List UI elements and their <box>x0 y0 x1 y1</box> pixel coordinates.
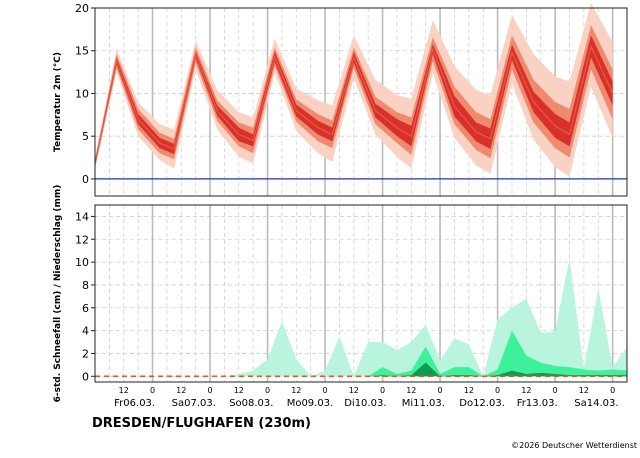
y-tick-label: 5 <box>82 130 89 143</box>
day-label: Mo09.03. <box>287 398 334 409</box>
hour-tick-label: 0 <box>265 386 270 395</box>
temp-inner-band <box>95 35 613 166</box>
hour-tick-label: 12 <box>176 386 186 395</box>
hour-tick-label: 0 <box>380 386 385 395</box>
day-label: So08.03. <box>229 398 273 409</box>
y-tick-label: 2 <box>82 347 89 360</box>
hour-tick-label: 12 <box>464 386 474 395</box>
hour-tick-label: 12 <box>234 386 244 395</box>
plot-frame <box>94 204 628 383</box>
day-label: Do12.03. <box>459 398 505 409</box>
day-label: Di10.03. <box>344 398 386 409</box>
hour-tick-label: 0 <box>323 386 328 395</box>
hour-tick-label: 0 <box>438 386 443 395</box>
hour-tick-label: 12 <box>349 386 359 395</box>
y-tick-label: 20 <box>75 2 89 15</box>
y-axis-title: 6-std. Schneefall (cm) / Niederschlag (m… <box>53 185 63 403</box>
day-label: Sa07.03. <box>172 398 216 409</box>
hour-tick-label: 12 <box>521 386 531 395</box>
station-name: DRESDEN/FLUGHAFEN (230m) <box>92 416 311 431</box>
precip-outer-band <box>95 258 627 377</box>
hour-tick-label: 0 <box>207 386 212 395</box>
hour-tick-label: 0 <box>495 386 500 395</box>
hour-tick-label: 0 <box>150 386 155 395</box>
y-tick-label: 8 <box>82 279 89 292</box>
hour-tick-label: 12 <box>579 386 589 395</box>
y-axis-title: Temperatur 2m (°C) <box>53 52 63 152</box>
y-tick-label: 0 <box>82 173 89 186</box>
day-label: Fr06.03. <box>114 398 155 409</box>
day-label: Sa14.03. <box>574 398 618 409</box>
hour-tick-label: 12 <box>406 386 416 395</box>
day-label: Fr13.03. <box>517 398 558 409</box>
y-tick-label: 10 <box>75 87 89 100</box>
time-axis: 12 0 12 0 12 0 12 0 12 0 12 0 12 0 12 0 12 0 Fr06.03. Sa07.… <box>114 386 618 409</box>
y-tick-label: 6 <box>82 302 89 315</box>
plot-frame <box>94 7 628 197</box>
y-tick-label: 10 <box>75 256 89 269</box>
hour-tick-label: 12 <box>119 386 129 395</box>
copyright-credit: ©2026 Deutscher Wetterdienst <box>511 441 637 450</box>
hour-tick-label: 0 <box>610 386 615 395</box>
day-label: Mi11.03. <box>402 398 445 409</box>
hour-tick-label: 0 <box>553 386 558 395</box>
hour-tick-label: 12 <box>291 386 301 395</box>
y-tick-label: 4 <box>82 325 89 338</box>
temp-median-line <box>94 44 614 164</box>
y-tick-label: 14 <box>75 210 89 223</box>
temperature-panel: 0 5 10 15 20 Temperatur 2m (°C) <box>53 2 628 197</box>
y-tick-label: 12 <box>75 233 89 246</box>
y-tick-label: 15 <box>75 45 89 58</box>
precipitation-panel: 0 2 4 6 8 10 12 14 6-std. Schneefall (cm) / Nied… <box>53 185 628 403</box>
y-tick-label: 0 <box>82 370 89 383</box>
precip-mid-band <box>95 330 627 377</box>
